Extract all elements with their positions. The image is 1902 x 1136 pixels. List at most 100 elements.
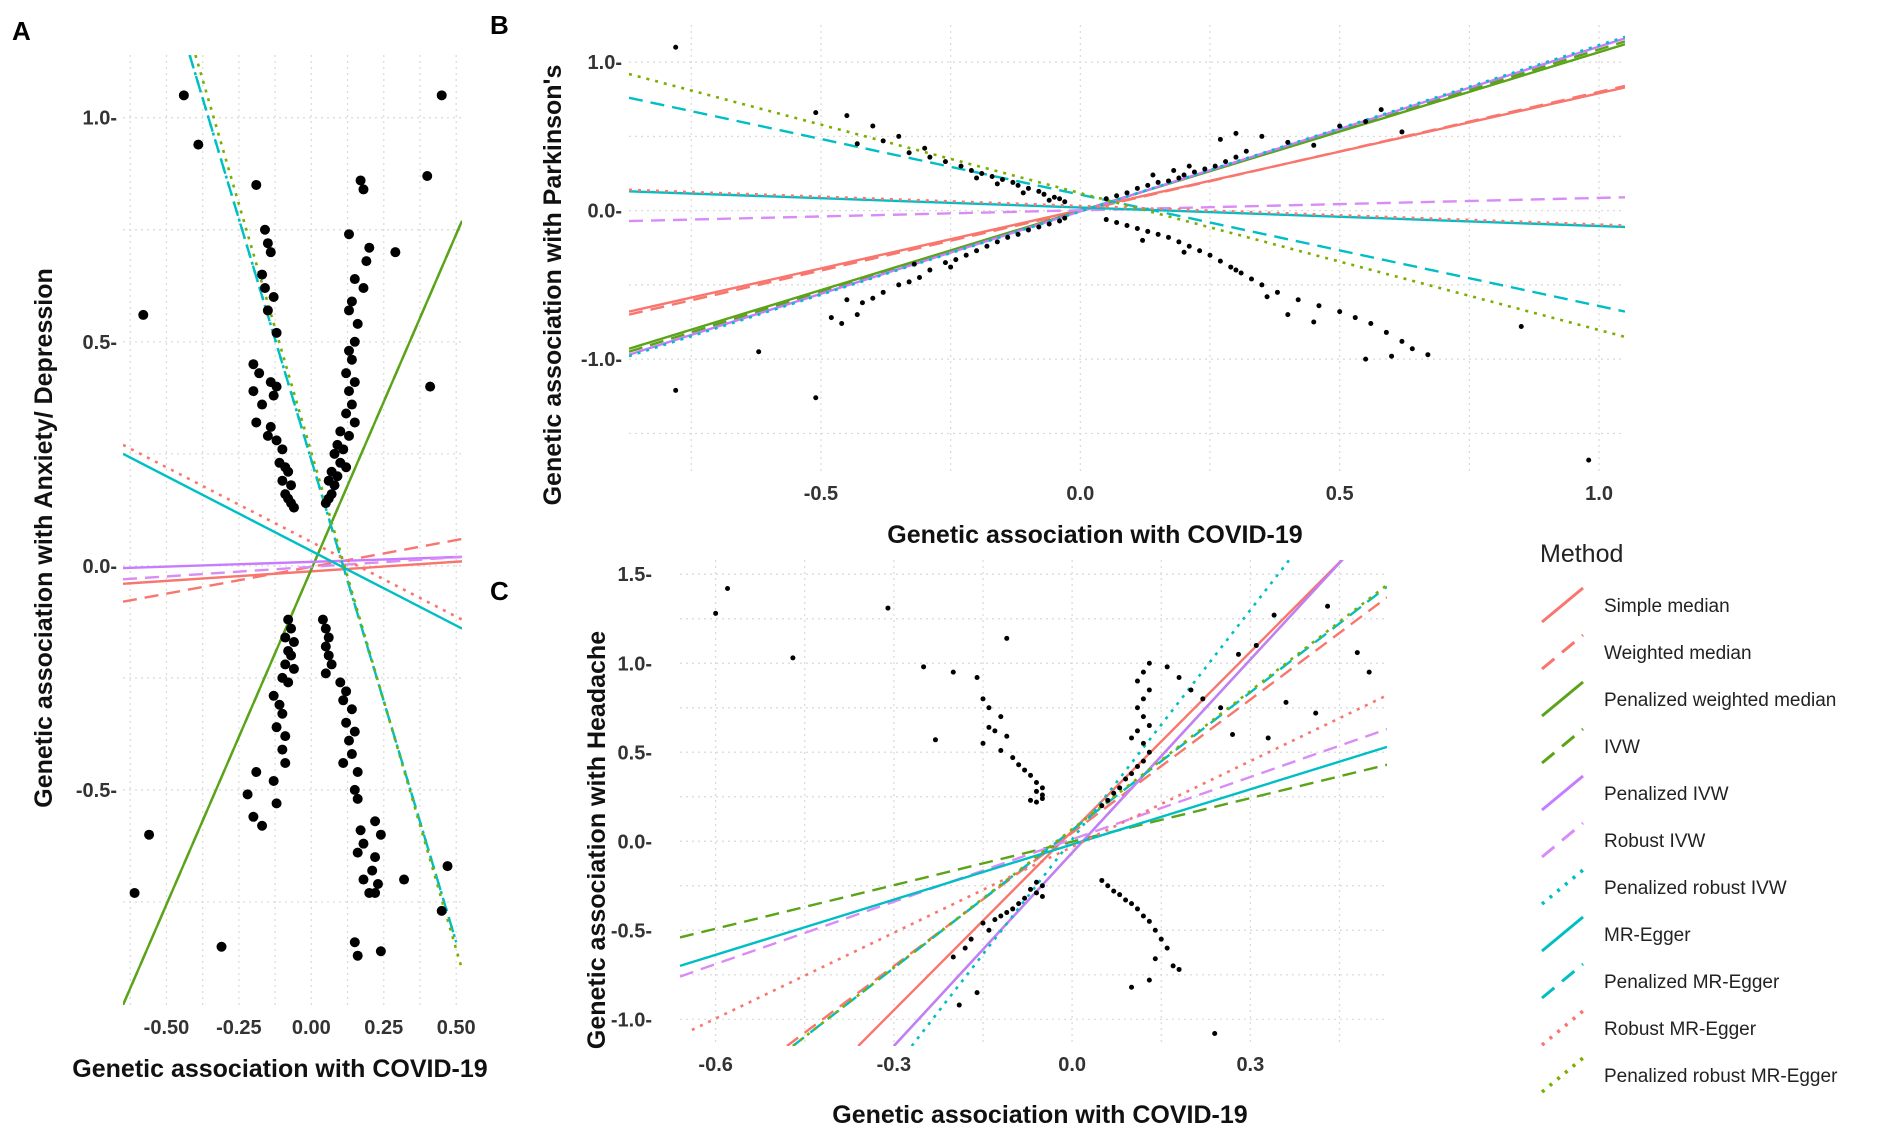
panel-c-data-point (974, 990, 980, 996)
panel-b-data-point (1311, 142, 1317, 148)
panel-a-data-point (283, 614, 294, 625)
panel-a-data-point (329, 480, 340, 491)
panel-c-data-point (1105, 883, 1111, 889)
panel-a-data-point (367, 865, 378, 876)
panel-b-data-point (1041, 191, 1047, 197)
panel-a-data-point (344, 345, 354, 356)
panel-b-data-point (1409, 346, 1415, 352)
panel-b-data-point (839, 321, 845, 327)
panel-a-data-point (286, 480, 297, 491)
panel-c-data-point (725, 585, 731, 591)
panel-c-line-robust-ivw (680, 727, 1387, 978)
panel-b-data-point (984, 243, 990, 249)
panel-c-data-point (1033, 890, 1039, 896)
panel-c-data-point (1140, 913, 1146, 919)
panel-a-data-point (329, 448, 340, 459)
panel-b-data-point (963, 252, 969, 258)
panel-b-data-point (1176, 175, 1182, 181)
panel-c-x-tick-label: 0.3 (1236, 1054, 1264, 1076)
panel-b-data-point (1264, 294, 1270, 300)
legend-item: Penalized MR-Egger (1541, 962, 1780, 1000)
panel-a-line-mr-egger (123, 452, 462, 630)
panel-b-data-point (989, 173, 995, 179)
panel-c-data-point (1146, 687, 1152, 693)
panel-b-data-point (1399, 338, 1405, 344)
panel-a-data-point (320, 668, 331, 679)
panel-a-data-point (399, 874, 410, 885)
panel-a-data-point (344, 229, 354, 240)
panel-c-data-point (1016, 901, 1022, 907)
panel-b-data-point (1020, 190, 1026, 196)
panel-b-data-point (1103, 196, 1109, 202)
panel-c-data-point (986, 705, 992, 711)
panel-a-data-point (323, 650, 334, 661)
panel-c-data-point (1039, 883, 1045, 889)
panel-b-x-tick-label: 0.5 (1326, 483, 1354, 505)
panel-b-data-point (896, 282, 902, 288)
panel-a-x-tick-label: 0.50 (437, 1017, 476, 1039)
panel-b-data-point (994, 239, 1000, 245)
panel-b-y-tick-label: 1.0- (588, 52, 622, 74)
panel-a-data-point (344, 386, 354, 397)
panel-c-data-point (1117, 785, 1123, 791)
panel-b-data-point (854, 141, 860, 147)
legend-key-penalized-ivw (1541, 774, 1584, 812)
panel-b-data-point (1046, 197, 1052, 203)
legend-item: Penalized robust IVW (1540, 868, 1787, 906)
panel-b-data-point (979, 171, 985, 177)
panel-a-data-point (251, 417, 262, 428)
panel-a-data-point (262, 305, 273, 316)
panel-a-y-tick-label: 0.0- (83, 556, 117, 578)
panel-c-data-point (1218, 705, 1224, 711)
panel-c-y-tick-label: -0.5- (611, 920, 652, 942)
panel-a-data-point (332, 471, 343, 482)
panel-a-data-point (361, 256, 372, 267)
panel-b-data-point (1166, 234, 1171, 240)
panel-c-data-point (1146, 977, 1152, 983)
legend-title: Method (1540, 540, 1623, 568)
legend-key-robust-ivw (1541, 821, 1584, 859)
panel-a-data-point (326, 659, 337, 670)
panel-b-data-point (1010, 179, 1016, 185)
panel-b-data-point (1274, 289, 1280, 295)
legend-label: Weighted median (1604, 643, 1752, 664)
panel-c-data-point (1033, 799, 1039, 805)
panel-b-line-robust-ivw (629, 196, 1625, 223)
panel-b-data-point (844, 297, 850, 303)
panel-c-data-point (1028, 772, 1034, 778)
legend-item: Penalized robust MR-Egger (1540, 1056, 1838, 1094)
panel-c-data-point (1117, 892, 1123, 898)
panel-b-data-point (942, 159, 948, 165)
panel-c-data-point (962, 945, 968, 951)
panel-b-y-axis-label: Genetic association with Parkinson's (539, 65, 567, 506)
panel-b-data-point (1025, 227, 1031, 233)
panel-a-data-point (216, 941, 227, 952)
panel-c-data-point (1164, 945, 1170, 951)
panel-b-x-tick-label: -0.5 (804, 483, 838, 505)
panel-a-data-point (323, 632, 334, 643)
panel-b-data-point (1186, 243, 1192, 249)
panel-a-data-point (344, 305, 354, 316)
panel-c-y-tick-label: -1.0- (611, 1009, 652, 1031)
panel-a-data-point (442, 861, 453, 872)
panel-b-data-point (1015, 231, 1021, 237)
panel-a-data-point (138, 309, 149, 320)
panel-a-data-point (254, 368, 265, 379)
panel-a-data-point (341, 408, 352, 419)
panel-b-data-point (1145, 182, 1151, 188)
panel-b-data-point (1425, 352, 1431, 358)
panel-b-data-point (1202, 166, 1208, 172)
panel-a-data-point (286, 650, 297, 661)
panel-c-data-point (1200, 696, 1206, 702)
panel-b-data-point (756, 349, 762, 355)
panel-a-data-point (268, 775, 279, 786)
panel-a-data-point (271, 435, 282, 446)
panel-b-data-point (1145, 228, 1151, 234)
panel-c-data-point (1170, 963, 1176, 969)
panel-c-line-mr-egger (680, 745, 1387, 968)
legend-key-ivw (1541, 727, 1584, 765)
panel-c-data-point (1325, 603, 1331, 609)
panel-a-data-point (193, 139, 204, 150)
panel-a-data-point (358, 874, 369, 885)
legend-label: Penalized weighted median (1604, 690, 1836, 711)
